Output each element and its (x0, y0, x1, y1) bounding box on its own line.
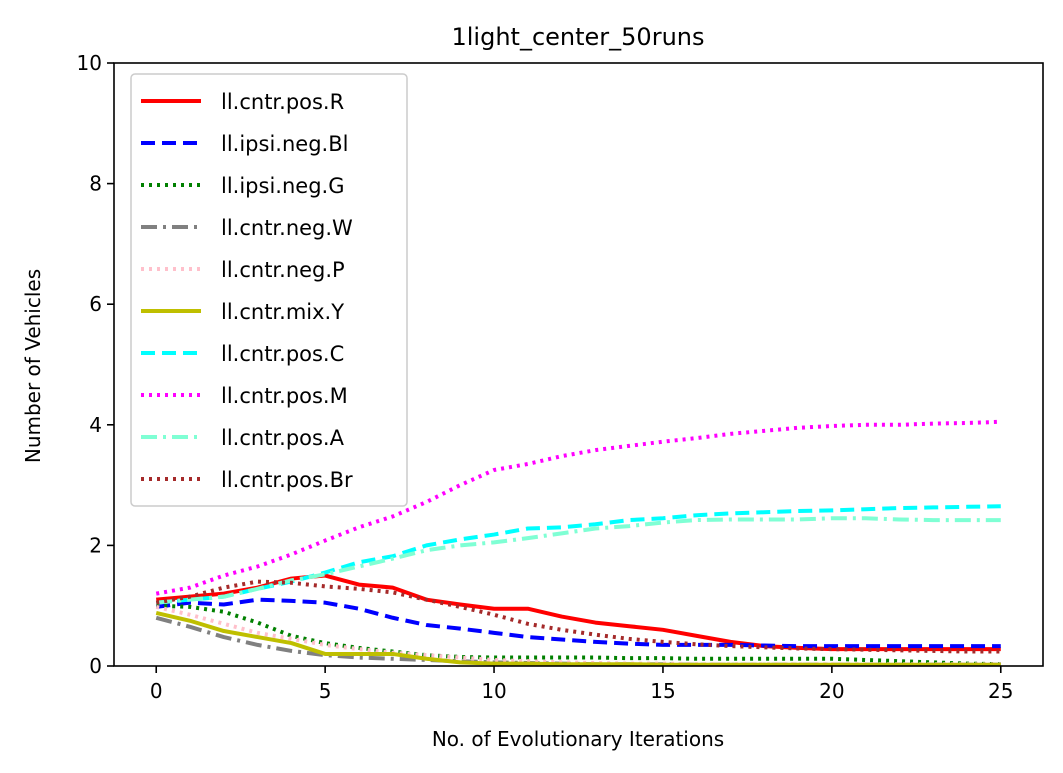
y-tick-label: 10 (77, 51, 102, 75)
legend: ll.cntr.pos.R ll.ipsi.neg.Bl ll.ipsi.neg.G… (130, 73, 408, 507)
series-line-ll-cntr-neg-p (155, 604, 1001, 666)
legend-label: ll.ipsi.neg.G (221, 174, 344, 198)
series-line-ll-cntr-pos-m (155, 419, 1001, 596)
legend-label: ll.cntr.neg.P (221, 258, 345, 282)
legend-label: ll.cntr.pos.A (221, 426, 345, 450)
y-tick-label: 4 (89, 413, 102, 437)
plot-frame (113, 62, 1044, 667)
legend-label: ll.cntr.pos.R (221, 90, 344, 114)
y-tick-label: 0 (89, 654, 102, 678)
legend-label: ll.cntr.mix.Y (221, 300, 344, 324)
x-tick-label: 15 (650, 679, 675, 703)
legend-label: ll.cntr.neg.W (221, 216, 353, 240)
y-tick-label: 8 (89, 172, 102, 196)
series-line-ll-ipsi-neg-bl (155, 597, 1001, 649)
chart-title: 1light_center_50runs (451, 23, 704, 51)
x-tick-label: 20 (819, 679, 844, 703)
plot-lines (155, 419, 1001, 666)
legend-label: ll.cntr.pos.C (221, 342, 344, 366)
series-line-ll-ipsi-neg-g (156, 603, 1001, 666)
axes: 0 5 10 15 20 25 0 2 4 6 8 10 (77, 51, 1044, 703)
legend-label: ll.ipsi.neg.Bl (221, 132, 348, 156)
series-line-ll-cntr-pos-c (156, 504, 1001, 605)
series-line-ll-cntr-pos-r (156, 573, 1001, 652)
y-tick-label: 6 (89, 292, 102, 316)
legend-label: ll.cntr.pos.Br (221, 468, 353, 492)
series-line-ll-cntr-mix-y (155, 610, 1001, 666)
x-tick-label: 0 (150, 679, 163, 703)
y-tick-label: 2 (89, 533, 102, 557)
legend-box (130, 73, 408, 507)
x-tick-label: 5 (319, 679, 332, 703)
y-axis-label: Number of Vehicles (21, 269, 45, 463)
legend-label: ll.cntr.pos.M (221, 384, 348, 408)
x-tick-label: 25 (988, 679, 1013, 703)
x-tick-label: 10 (481, 679, 506, 703)
x-axis-label: No. of Evolutionary Iterations (432, 727, 724, 751)
